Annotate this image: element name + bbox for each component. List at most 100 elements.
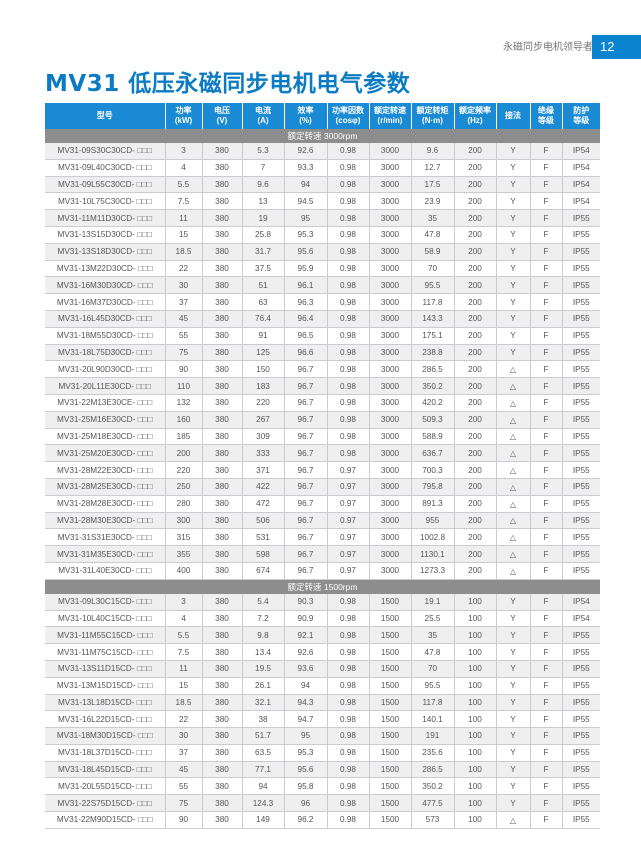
- table-cell: 380: [201, 626, 242, 645]
- table-cell: IP55: [561, 811, 600, 829]
- table-cell: △: [495, 394, 530, 412]
- table-cell: 3000: [368, 192, 411, 211]
- table-cell: △: [495, 545, 530, 563]
- table-cell: 0.98: [326, 660, 369, 678]
- table-cell: 96.2: [283, 811, 327, 829]
- table-cell: Y: [495, 761, 530, 779]
- table-cell: 1002.8: [410, 528, 454, 547]
- table-cell: 509.3: [410, 411, 454, 429]
- table-cell: 573: [410, 811, 454, 829]
- table-row: MV31-11M55C15CD- □□□ 5.5 380 9.8 92.1 0.98 150…: [45, 626, 600, 645]
- table-cell: 200: [453, 545, 496, 563]
- table-cell: 200: [453, 159, 496, 177]
- table-cell: 3000: [368, 545, 411, 563]
- table-row: MV31-20L55D15CD- □□□ 55 380 94 95.8 0.98 1500 3…: [45, 777, 600, 796]
- table-cell: 0.98: [326, 626, 369, 645]
- table-cell: 100: [453, 626, 496, 645]
- table-row: MV31-16M30D30CD- □□□ 30 380 51 96.1 0.98 3000 9…: [45, 276, 600, 295]
- column-header: 电压 (V): [201, 103, 242, 129]
- table-cell: 380: [201, 545, 242, 563]
- table-row: MV31-31S31E30CD- □□□ 315 380 531 96.7 0.97 300…: [45, 528, 600, 547]
- table-cell: 0.98: [326, 360, 369, 379]
- table-header-row: 型号 功率 (kW) 电压 (V) 电流 (A) 效率 (%) 功率因数 (cosφ) 额定…: [45, 103, 600, 129]
- table-cell: 3000: [368, 293, 411, 311]
- table-row: MV31-13S18D30CD- □□□ 18.5 380 31.7 95.6 0.98 3…: [45, 243, 600, 261]
- table-cell: 0.98: [326, 327, 369, 345]
- table-cell: F: [529, 694, 562, 712]
- table-cell: 380: [201, 143, 242, 160]
- table-cell: 100: [453, 593, 496, 611]
- table-cell: 3000: [368, 260, 411, 278]
- table-cell: 400: [164, 562, 202, 580]
- table-cell: 3000: [368, 159, 411, 177]
- table-row: MV31-16L22D15CD- □□□ 22 380 38 94.7 0.98 1500 1…: [45, 710, 600, 729]
- table-cell: 15: [164, 677, 202, 695]
- model-cell: MV31-16L45D30CD- □□□: [45, 310, 165, 328]
- table-cell: 125: [241, 344, 284, 362]
- table-cell: 0.98: [326, 710, 369, 729]
- table-cell: 350.2: [410, 777, 454, 796]
- table-cell: Y: [495, 643, 530, 661]
- table-cell: 380: [201, 761, 242, 779]
- model-cell: MV31-18L37D15CD- □□□: [45, 744, 165, 762]
- table-row: MV31-28M25E30CD- □□□ 250 380 422 96.7 0.97 300…: [45, 478, 600, 496]
- table-cell: F: [529, 777, 562, 796]
- table-cell: 13: [241, 192, 284, 211]
- table-cell: 3000: [368, 344, 411, 362]
- table-cell: 70: [410, 660, 454, 678]
- table-cell: 0.97: [326, 461, 369, 479]
- table-cell: 380: [201, 293, 242, 311]
- model-cell: MV31-11M55C15CD- □□□: [45, 626, 165, 645]
- table-cell: IP55: [561, 643, 600, 661]
- table-cell: IP55: [561, 428, 600, 446]
- table-cell: 94: [241, 777, 284, 796]
- table-cell: 0.98: [326, 444, 369, 463]
- table-cell: F: [529, 794, 562, 813]
- table-cell: 3000: [368, 411, 411, 429]
- table-cell: 37.5: [241, 260, 284, 278]
- table-cell: 3000: [368, 495, 411, 513]
- table-cell: 32.1: [241, 694, 284, 712]
- table-cell: 37: [164, 744, 202, 762]
- model-cell: MV31-18L45D15CD- □□□: [45, 761, 165, 779]
- column-header: 绝缘 等级: [529, 103, 562, 129]
- table-cell: IP55: [561, 495, 600, 513]
- table-cell: 95.9: [283, 260, 327, 278]
- table-cell: 380: [201, 727, 242, 745]
- table-cell: 132: [164, 394, 202, 412]
- table-cell: 200: [453, 243, 496, 261]
- table-cell: 0.98: [326, 694, 369, 712]
- model-cell: MV31-22M13E30CE- □□□: [45, 394, 165, 412]
- table-cell: 100: [453, 643, 496, 661]
- table-cell: F: [529, 377, 562, 395]
- table-cell: 149: [241, 811, 284, 829]
- table-cell: 1500: [368, 811, 411, 829]
- table-cell: 380: [201, 360, 242, 379]
- table-cell: F: [529, 677, 562, 695]
- table-cell: Y: [495, 660, 530, 678]
- table-cell: 100: [453, 777, 496, 796]
- table-cell: 3000: [368, 276, 411, 295]
- table-cell: Y: [495, 176, 530, 194]
- table-row: MV31-25M18E30CD- □□□ 185 380 309 96.7 0.98 300…: [45, 428, 600, 446]
- table-cell: 96.7: [283, 444, 327, 463]
- table-cell: 0.98: [326, 744, 369, 762]
- table-cell: 95: [283, 209, 327, 227]
- model-cell: MV31-18L75D30CD- □□□: [45, 344, 165, 362]
- table-cell: 200: [453, 461, 496, 479]
- table-cell: 1130.1: [410, 545, 454, 563]
- table-cell: IP55: [561, 710, 600, 729]
- page-title: MV31 低压永磁同步电机电气参数: [45, 71, 411, 97]
- table-cell: 96.6: [283, 344, 327, 362]
- table-cell: 200: [453, 428, 496, 446]
- table-cell: 1273.3: [410, 562, 454, 580]
- table-cell: △: [495, 444, 530, 463]
- table-cell: 380: [201, 677, 242, 695]
- table-cell: 3000: [368, 528, 411, 547]
- table-cell: 94: [283, 677, 327, 695]
- table-cell: F: [529, 528, 562, 547]
- table-cell: △: [495, 811, 530, 829]
- table-cell: 100: [453, 811, 496, 829]
- table-cell: 0.98: [326, 344, 369, 362]
- table-row: MV31-18L45D15CD- □□□ 45 380 77.1 95.6 0.98 150…: [45, 761, 600, 779]
